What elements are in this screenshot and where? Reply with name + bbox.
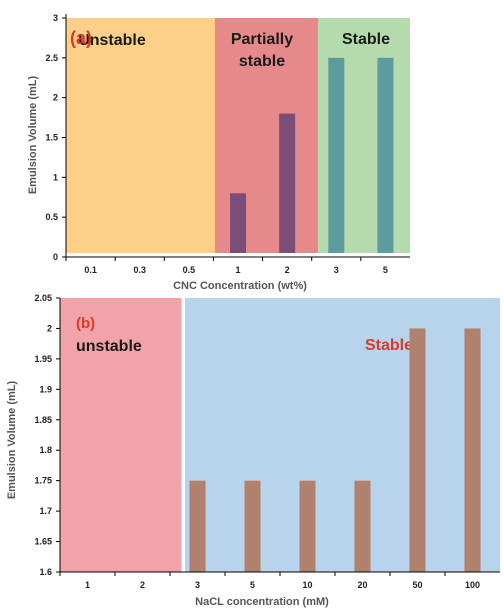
y-tick-label: 1.5 <box>45 133 58 143</box>
panel-a-bars <box>230 57 394 254</box>
x-tick-label: 1 <box>85 580 90 590</box>
region-label-stable: Stable <box>342 31 390 48</box>
panel-b-y-axis-title: Emulsion Volume (mL) <box>6 380 18 499</box>
region-label-stable: Stable <box>365 337 413 354</box>
region-label-line: Partially <box>231 31 293 48</box>
bar-50 <box>409 328 426 572</box>
panel-a-chart: Unstable Partially stable Stable 0 0.5 1 1.5 2 2… <box>27 13 410 292</box>
y-tick-label: 1.65 <box>34 537 52 547</box>
x-tick-label: 2 <box>285 265 290 275</box>
y-tick-label: 0 <box>53 252 58 262</box>
y-tick-label: 1.9 <box>39 384 52 394</box>
x-tick-label: 5 <box>250 580 255 590</box>
bar-3 <box>328 57 345 254</box>
y-tick-label: 1.75 <box>34 476 52 486</box>
region-label-unstable: Unstable <box>78 32 146 49</box>
bar-100 <box>464 328 481 572</box>
y-tick-label: 1.7 <box>39 506 52 516</box>
y-tick-label: 2.05 <box>34 293 52 303</box>
region-stable <box>185 298 500 572</box>
panel-b-x-axis-title: NaCL concentration (mM) <box>195 596 329 608</box>
x-tick-label: 100 <box>465 580 480 590</box>
x-tick-label: 0.3 <box>133 265 146 275</box>
y-tick-label: 3 <box>53 13 58 23</box>
bar-5 <box>244 480 261 572</box>
x-tick-label: 10 <box>302 580 312 590</box>
panel-b-bars <box>189 328 481 572</box>
region-label-unstable: unstable <box>76 338 142 355</box>
region-label-line: stable <box>239 53 285 70</box>
y-tick-label: 2 <box>47 323 52 333</box>
region-label-partially-stable: Partially stable <box>231 31 293 70</box>
bar-5 <box>377 57 394 254</box>
panel-b-chart: unstable Stable 1.61.651.71.751.81.851.91… <box>6 293 500 608</box>
panel-a-label: (a) <box>70 28 92 48</box>
y-tick-label: 1.85 <box>34 415 52 425</box>
region-unstable <box>66 18 215 253</box>
panel-b-axes: 1.6 1.65 1.7 1.75 1.8 1.85 1.9 1.95 2 2.05 1 2 3 5 10 2… <box>34 293 500 590</box>
y-tick-label: 2.5 <box>45 53 58 63</box>
bar-20 <box>354 480 371 572</box>
y-tick-label: 1.95 <box>34 354 52 364</box>
region-unstable <box>60 298 182 572</box>
bar-3 <box>189 480 206 572</box>
x-tick-label: 0.5 <box>183 265 196 275</box>
y-tick-label: 2 <box>53 93 58 103</box>
x-tick-label: 5 <box>383 265 388 275</box>
x-tick-label: 0.1 <box>84 265 97 275</box>
bar-1 <box>230 193 246 253</box>
panel-a-x-axis-title: CNC Concentration (wt%) <box>173 280 307 292</box>
y-tick-label: 1 <box>53 172 58 182</box>
panel-b-label: (b) <box>76 315 95 332</box>
x-tick-label: 1 <box>235 265 240 275</box>
y-tick-label: 0.5 <box>45 212 58 222</box>
panel-a-y-axis-title: Emulsion Volume (mL) <box>27 75 39 194</box>
x-tick-label: 50 <box>412 580 422 590</box>
x-tick-label: 3 <box>195 580 200 590</box>
x-tick-label: 3 <box>334 265 339 275</box>
panel-b-regions: unstable Stable <box>60 298 500 572</box>
x-tick-label: 2 <box>140 580 145 590</box>
bar-2 <box>279 113 296 253</box>
y-tick-label: 1.6 <box>39 567 52 577</box>
x-tick-label: 20 <box>357 580 367 590</box>
bar-10 <box>299 480 316 572</box>
y-tick-label: 1.8 <box>39 445 52 455</box>
panel-a-axes: 0 0.5 1 1.5 2 2.5 3 0.1 0.3 0.5 1 2 3 5 <box>45 13 410 275</box>
